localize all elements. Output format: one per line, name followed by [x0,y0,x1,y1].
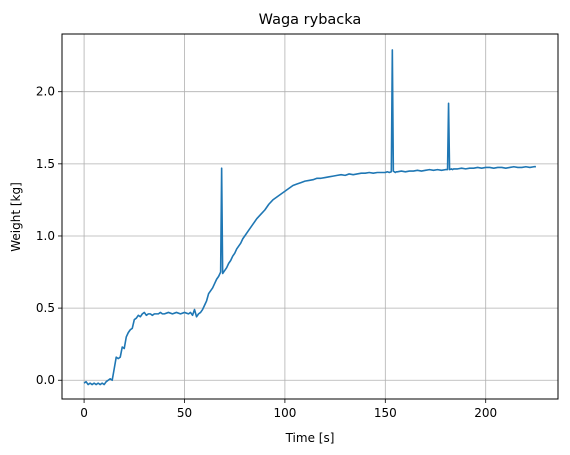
series-layer [83,49,536,386]
x-tick-label: 150 [374,406,397,420]
x-tick-label: 0 [80,406,88,420]
y-tick-label: 0.0 [36,373,55,387]
y-tick-label: 1.0 [36,229,55,243]
chart-title: Waga rybacka [259,12,362,28]
plot-area [62,34,558,399]
x-tick-label: 100 [273,406,296,420]
y-tick-label: 1.5 [36,157,55,171]
x-axis-label: Time [s] [285,431,335,445]
x-tick-label: 50 [177,406,192,420]
y-axis-ticks: 0.0 0.5 1.0 1.5 2.0 [36,85,62,387]
grid-lines [62,34,558,399]
x-axis-ticks: 0 50 100 150 200 [80,399,497,420]
plot-frame [61,33,559,400]
x-tick-label: 200 [474,406,497,420]
y-tick-label: 2.0 [36,85,55,99]
y-tick-label: 0.5 [36,301,55,315]
series-line [83,49,536,386]
y-axis-label: Weight [kg] [9,182,23,252]
